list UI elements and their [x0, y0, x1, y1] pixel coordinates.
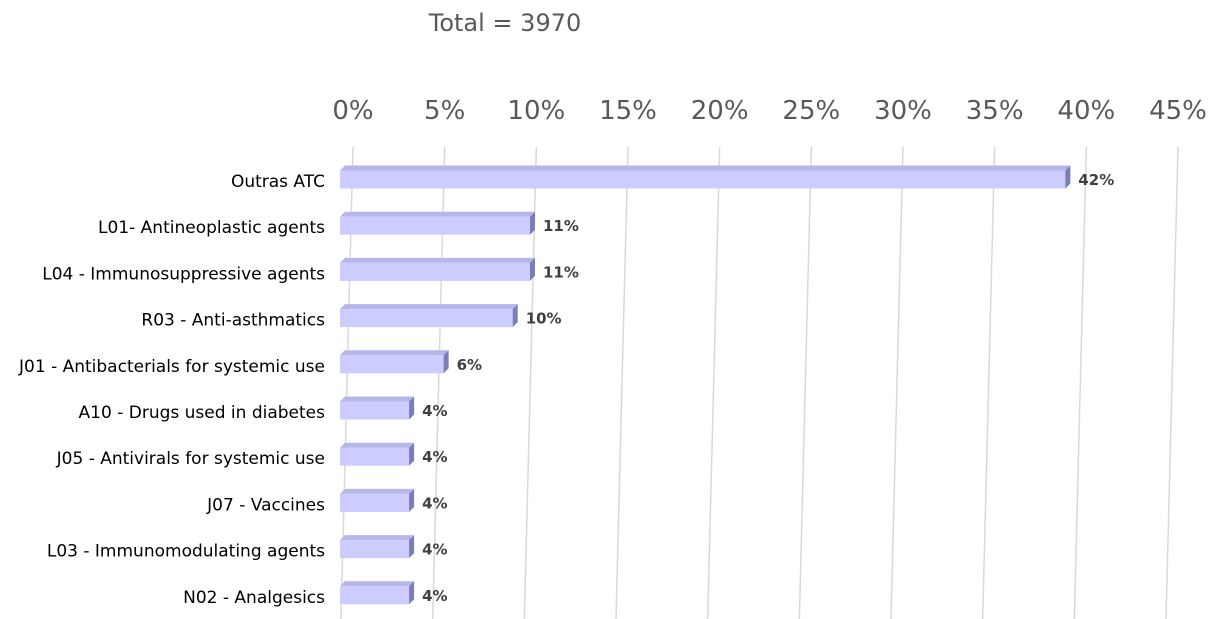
- x-tick-label: 30%: [874, 96, 932, 126]
- bar-front: [340, 262, 530, 281]
- bar: [340, 350, 449, 374]
- bar-top: [340, 396, 415, 402]
- bar-top: [340, 535, 415, 541]
- gridline: [890, 146, 904, 619]
- bar-top: [340, 350, 449, 356]
- x-tick-label: 5%: [424, 96, 465, 126]
- x-tick-label: 40%: [1057, 96, 1115, 126]
- bar-side: [512, 304, 518, 328]
- gridline: [615, 146, 629, 619]
- bar: [340, 442, 415, 466]
- bar-side: [409, 581, 415, 605]
- data-label: 4%: [422, 587, 447, 605]
- category-label: J05 - Antivirals for systemic use: [56, 449, 325, 469]
- category-label: N02 - Analgesics: [183, 588, 325, 608]
- bar-side: [409, 488, 415, 512]
- x-tick-label: 35%: [966, 96, 1024, 126]
- x-axis-ticks: 0% 5% 10% 15% 20% 25% 30% 35% 40% 45%: [332, 96, 1207, 126]
- data-label: 4%: [422, 494, 447, 512]
- gridline: [798, 146, 813, 619]
- x-tick-label: 25%: [782, 96, 840, 126]
- gridline: [1165, 146, 1179, 619]
- bar: [340, 581, 415, 605]
- bar-side: [409, 535, 415, 559]
- bar: [340, 165, 1071, 189]
- x-tick-label: 45%: [1149, 96, 1207, 126]
- bar-side: [529, 257, 535, 281]
- data-label: 42%: [1078, 171, 1114, 189]
- data-label: 4%: [422, 541, 447, 559]
- bar-side: [443, 350, 449, 374]
- category-labels: Outras ATC L01- Antineoplastic agents L04 …: [18, 172, 325, 608]
- bar: [340, 535, 415, 559]
- bar: [340, 211, 535, 235]
- category-label: L01- Antineoplastic agents: [98, 218, 325, 238]
- bar-side: [409, 442, 415, 466]
- bar-top: [340, 442, 415, 448]
- bar-top: [340, 304, 518, 310]
- bar-top: [340, 165, 1071, 171]
- x-tick-label: 15%: [599, 96, 657, 126]
- category-label: L03 - Immunomodulating agents: [47, 542, 325, 562]
- bar-top: [340, 581, 415, 587]
- bar-front: [340, 309, 513, 328]
- gridline: [1073, 146, 1088, 619]
- bar-side: [409, 396, 415, 420]
- data-label: 6%: [457, 356, 482, 374]
- category-label: Outras ATC: [231, 172, 325, 192]
- bar-front: [340, 493, 410, 512]
- bar-front: [340, 586, 410, 605]
- bar: [340, 488, 415, 512]
- bar-side: [529, 211, 535, 235]
- data-labels: 42% 11% 11% 10% 6% 4% 4% 4% 4% 4%: [422, 171, 1114, 605]
- bar: [340, 304, 518, 328]
- category-label: L04 - Immunosuppressive agents: [42, 264, 325, 284]
- data-label: 11%: [543, 217, 579, 235]
- bars: [340, 165, 1071, 605]
- gridline: [981, 146, 996, 619]
- data-label: 11%: [543, 263, 579, 281]
- category-label: J01 - Antibacterials for systemic use: [18, 357, 325, 377]
- bar-front: [340, 170, 1066, 189]
- data-label: 10%: [526, 310, 562, 328]
- bar-top: [340, 257, 535, 263]
- category-label: A10 - Drugs used in diabetes: [79, 403, 326, 423]
- data-label: 4%: [422, 402, 447, 420]
- chart-title: Total = 3970: [428, 9, 582, 37]
- bar-side: [1065, 165, 1071, 189]
- bar: [340, 396, 415, 420]
- bar-top: [340, 211, 535, 217]
- gridline: [706, 146, 721, 619]
- bar-front: [340, 216, 530, 235]
- x-tick-label: 10%: [507, 96, 565, 126]
- bar-top: [340, 488, 415, 494]
- bar-front: [340, 401, 410, 420]
- bar-front: [340, 355, 444, 374]
- bar-front: [340, 447, 410, 466]
- data-label: 4%: [422, 448, 447, 466]
- category-label: R03 - Anti-asthmatics: [141, 311, 325, 331]
- bar: [340, 257, 535, 281]
- category-label: J07 - Vaccines: [206, 495, 325, 515]
- x-tick-label: 0%: [332, 96, 373, 126]
- bar-front: [340, 540, 410, 559]
- x-tick-label: 20%: [691, 96, 749, 126]
